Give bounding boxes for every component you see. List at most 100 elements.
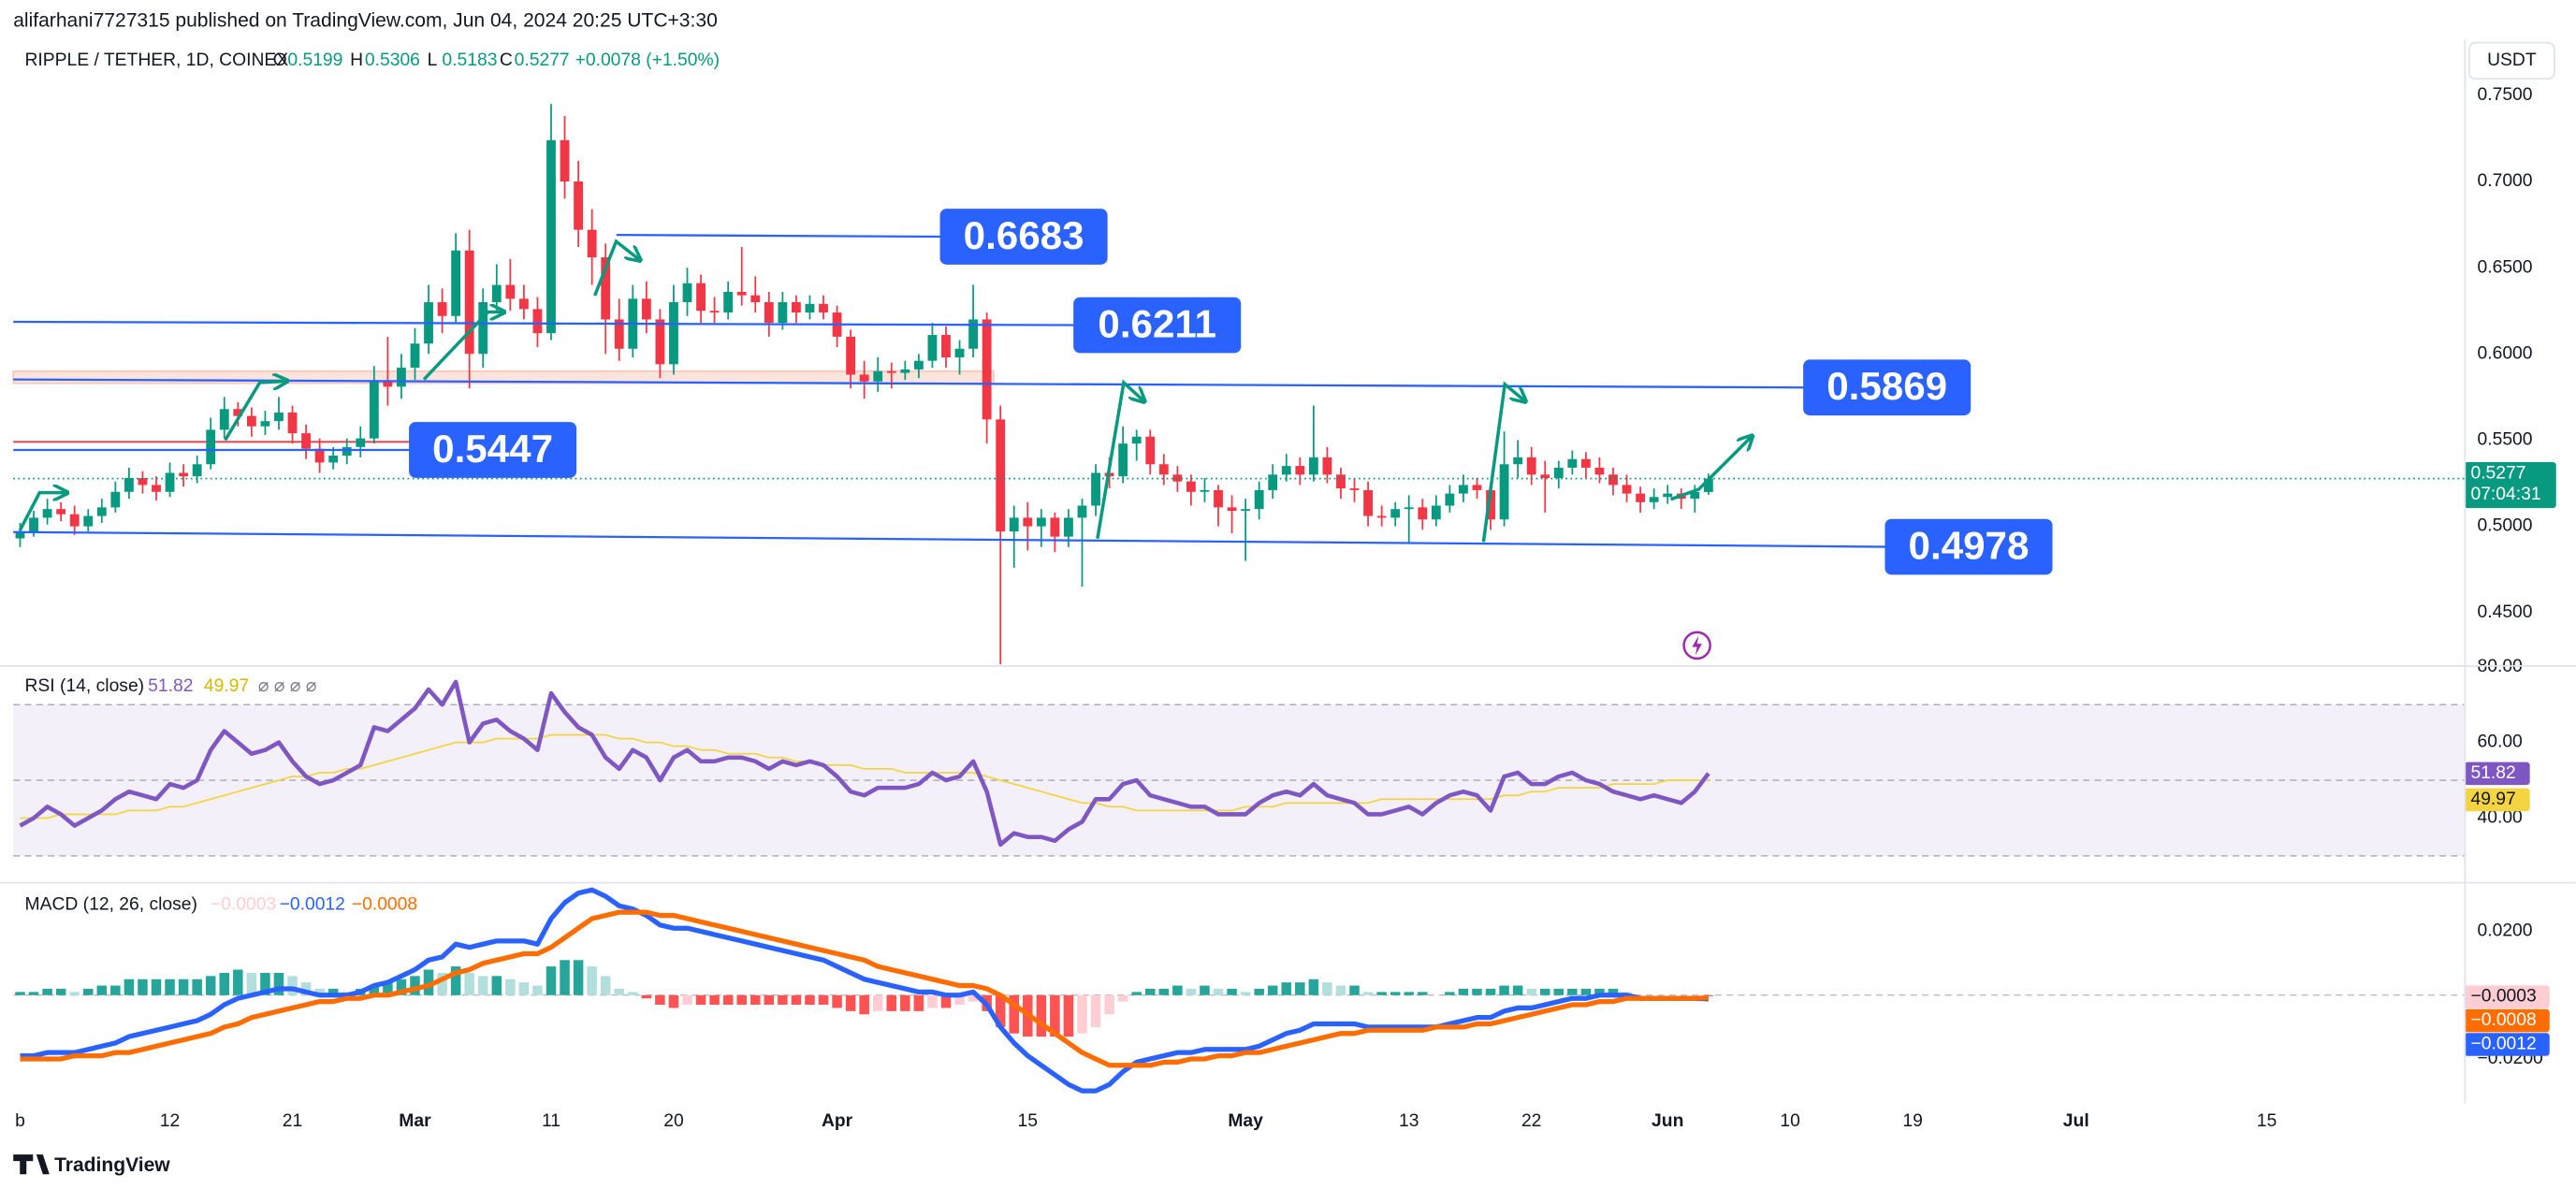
candle-body <box>546 139 556 334</box>
histogram-bar <box>764 994 775 1006</box>
candle-body <box>110 491 121 508</box>
candle-body <box>83 515 94 527</box>
histogram-bar <box>872 994 883 1011</box>
candle-body <box>1649 497 1659 502</box>
histogram-bar <box>818 994 829 1006</box>
price-label: 0.5869 <box>1826 364 1947 408</box>
last-value: 49.97 <box>2470 790 2515 809</box>
candle-body <box>437 302 447 316</box>
histogram-bar <box>423 969 434 995</box>
y-tick-label: 60.00 <box>2478 732 2523 752</box>
x-tick-label: 20 <box>663 1111 683 1131</box>
histogram-bar <box>464 972 474 995</box>
histogram-bar <box>69 992 80 995</box>
x-tick-label: 12 <box>160 1111 180 1131</box>
histogram-bar <box>437 972 447 995</box>
candle-body <box>451 250 461 316</box>
histogram-bar <box>695 994 706 1006</box>
arrow <box>422 312 502 381</box>
candle-body <box>1418 507 1428 520</box>
candle-body <box>1472 485 1482 490</box>
candle-body <box>397 368 406 387</box>
histogram-bar <box>968 994 979 1002</box>
candle-body <box>886 370 896 373</box>
histogram-bar <box>682 994 692 1006</box>
histogram-bar <box>28 992 39 995</box>
histogram-bar <box>805 994 815 1006</box>
y-tick-label: 0.6000 <box>2478 343 2533 363</box>
publisher: alifarhani7727315 published on TradingVi… <box>13 9 718 31</box>
last-value: 51.82 <box>2470 763 2515 783</box>
histogram-bar <box>1077 994 1087 1034</box>
histogram-bar <box>668 994 679 1008</box>
histogram-bar <box>560 960 570 995</box>
histogram-bar <box>1553 988 1565 995</box>
candle-body <box>1118 443 1128 477</box>
candle-body <box>913 360 924 370</box>
currency-button[interactable] <box>2467 41 2555 80</box>
histogram-bar <box>327 988 339 995</box>
candle-body <box>1622 485 1632 494</box>
candle-body <box>682 283 692 303</box>
histogram-bar <box>1172 985 1183 995</box>
legend-value: 0.5199 <box>287 51 342 70</box>
x-tick-label: May <box>1228 1111 1263 1131</box>
histogram-bar <box>151 979 162 995</box>
candle-body <box>655 319 665 365</box>
candle-body <box>1023 517 1033 527</box>
y-tick-label: 0.7500 <box>2478 85 2533 105</box>
candle-body <box>1227 507 1237 512</box>
candle-body <box>532 309 543 334</box>
histogram-bar <box>600 976 611 995</box>
candle-body <box>1594 467 1605 475</box>
histogram-bar <box>219 972 230 995</box>
candle-body <box>1131 436 1142 444</box>
candle-body <box>873 370 883 382</box>
histogram-bar <box>165 979 175 995</box>
histogram-bar <box>886 994 897 1011</box>
candle-body <box>192 464 202 477</box>
histogram-bar <box>383 982 393 995</box>
candle-body <box>954 348 965 358</box>
candle-body <box>369 381 379 439</box>
candle-body <box>356 438 366 447</box>
histogram-bar <box>82 988 94 995</box>
histogram-bar <box>1445 992 1455 995</box>
histogram-bar <box>55 988 66 995</box>
alert-bolt[interactable] <box>1692 635 1702 656</box>
candle-body <box>342 446 352 457</box>
candle-body <box>709 311 720 313</box>
candle-body <box>165 472 175 492</box>
histogram-bar <box>124 979 135 995</box>
y-tick-label: 0.7000 <box>2478 171 2533 191</box>
y-tick-label: 0.4500 <box>2478 602 2533 622</box>
price-label: 0.6683 <box>964 213 1084 257</box>
histogram-bar <box>628 992 638 995</box>
histogram-bar <box>778 994 788 1006</box>
candle-body <box>1214 489 1223 508</box>
macd-line <box>20 909 1709 1068</box>
alert-icon[interactable] <box>1682 631 1711 660</box>
histogram-bar <box>1104 994 1114 1015</box>
layers: 0.4500 0.5000 0.5500 0.6000 0.6500 0.7000 0.75… <box>12 51 2556 1131</box>
candle-body <box>1513 457 1523 465</box>
current-price: 0.5277 <box>2470 463 2525 483</box>
price-label: 0.5447 <box>432 427 553 471</box>
histogram-bar <box>287 976 298 995</box>
trendline <box>616 234 944 239</box>
x-tick-label: Apr <box>822 1111 853 1131</box>
x-tick-label: 19 <box>1902 1111 1922 1131</box>
candle-body <box>1703 478 1713 492</box>
histogram-bar <box>273 972 284 995</box>
histogram-bar <box>750 994 761 1006</box>
x-tick-label: 15 <box>1018 1111 1038 1131</box>
candle-body <box>1091 472 1100 506</box>
legend-value: 51.82 <box>148 676 193 696</box>
currency[interactable]: USDT <box>2487 51 2537 70</box>
histogram-bar <box>1499 985 1509 995</box>
histogram-bar <box>940 994 952 1008</box>
candle-body <box>1050 517 1060 537</box>
legend-value: −0.0008 <box>352 894 417 914</box>
